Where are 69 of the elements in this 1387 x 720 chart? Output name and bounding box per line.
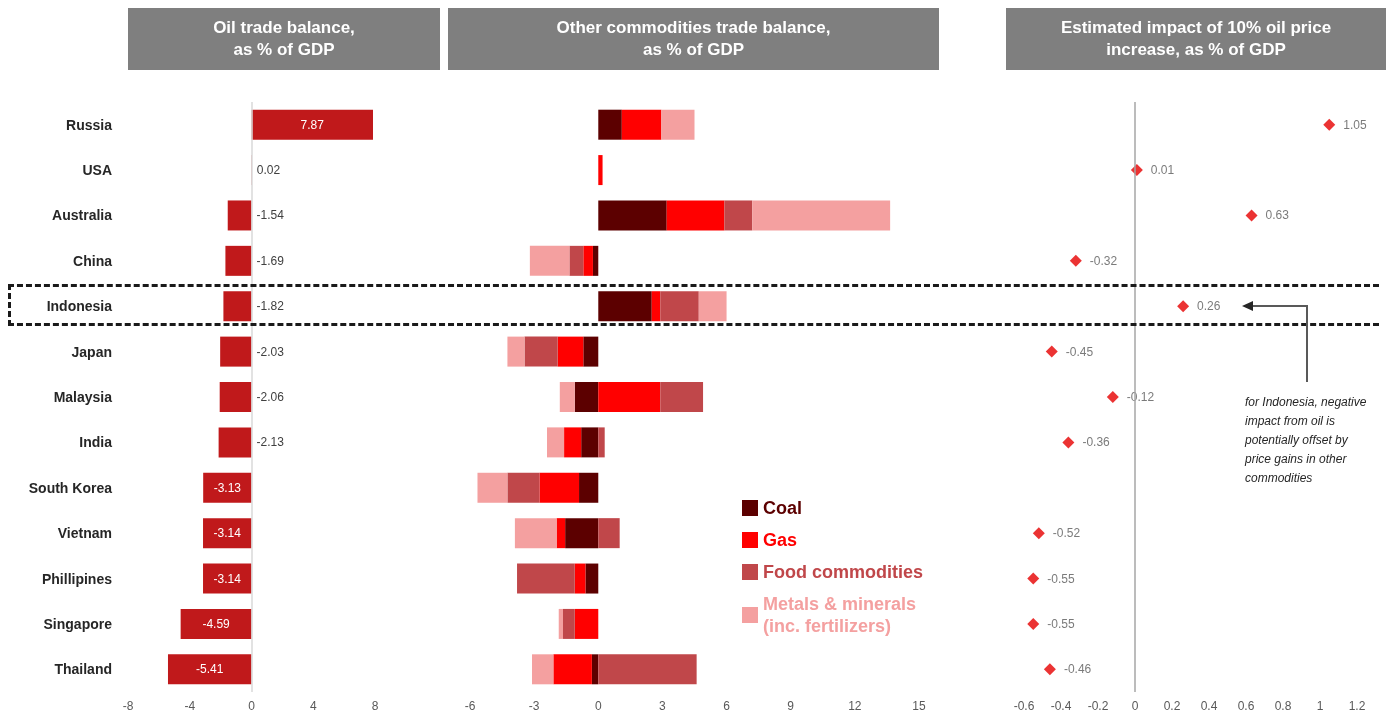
data-label: -3.13: [213, 480, 242, 495]
x-tick-label: -0.4: [1050, 699, 1072, 713]
data-label: 0.02: [256, 163, 281, 178]
y-tick-label: Indonesia: [46, 298, 113, 315]
x-tick-label: -0.2: [1087, 699, 1109, 713]
data-label: -0.36: [1082, 435, 1111, 450]
y-tick-label: Phillipines: [41, 570, 113, 587]
legend-label: Food commodities: [763, 562, 924, 582]
chart-title: Other commodities trade balance, as % of GDP: [555, 17, 832, 61]
data-label: -2.13: [256, 435, 285, 450]
y-tick-label: Thailand: [54, 661, 112, 678]
data-label: -3.14: [213, 571, 242, 586]
x-tick-label: 0.2: [1163, 699, 1181, 713]
data-label: -3.14: [213, 526, 242, 541]
x-tick-label: 3: [659, 699, 667, 713]
y-tick-label: China: [73, 252, 113, 269]
data-label: -0.55: [1047, 571, 1075, 586]
x-tick-label: 0: [594, 699, 602, 713]
data-label: -1.82: [256, 299, 285, 314]
x-tick-label: 9: [787, 699, 795, 713]
data-label: 0.26: [1197, 299, 1221, 314]
y-tick-label: Japan: [71, 343, 112, 360]
x-tick-label: -3: [528, 699, 540, 713]
x-tick-label: 8: [371, 699, 379, 713]
data-label: -0.32: [1089, 253, 1118, 268]
x-tick-label: 1: [1316, 699, 1324, 713]
data-label: -0.45: [1065, 344, 1094, 359]
x-tick-label: -8: [122, 699, 134, 713]
x-tick-label: -4: [184, 699, 196, 713]
data-label: -1.69: [256, 253, 285, 268]
annotation: for Indonesia, negative impact from oil is potentially offset by price gains in other commodities: [1245, 394, 1368, 487]
data-label: -2.03: [256, 344, 285, 359]
data-label: -0.52: [1052, 526, 1081, 541]
x-tick-label: 4: [309, 699, 317, 713]
data-label: 1.05: [1343, 117, 1367, 132]
x-tick-label: 1.2: [1348, 699, 1366, 713]
data-label: -4.59: [202, 616, 231, 631]
data-label: -0.46: [1063, 662, 1092, 677]
y-tick-label: USA: [82, 162, 112, 179]
x-tick-label: 0: [1131, 699, 1139, 713]
chart-title: Oil trade balance, as % of GDP: [212, 17, 356, 61]
legend-label: Metals & minerals (inc. fertilizers): [763, 594, 922, 636]
x-tick-label: 12: [848, 699, 862, 713]
y-tick-label: Australia: [52, 207, 113, 224]
x-tick-label: 0.8: [1274, 699, 1292, 713]
y-tick-label: Russia: [66, 116, 113, 133]
data-label: 7.87: [300, 117, 325, 132]
data-label: 0.01: [1150, 163, 1175, 178]
x-tick-label: 0.4: [1200, 699, 1218, 713]
x-tick-label: 0: [248, 699, 256, 713]
x-tick-label: -0.6: [1013, 699, 1035, 713]
data-label: -2.06: [256, 390, 285, 404]
x-tick-label: 0.6: [1237, 699, 1255, 713]
y-tick-label: India: [79, 434, 113, 451]
data-label: 0.63: [1265, 208, 1290, 223]
y-tick-label: South Korea: [28, 479, 113, 496]
data-label: -5.41: [196, 662, 224, 677]
legend-label: Gas: [763, 530, 798, 550]
y-tick-label: Malaysia: [53, 389, 113, 405]
x-tick-label: -6: [464, 699, 476, 713]
x-tick-label: 6: [723, 699, 731, 713]
data-label: -0.55: [1047, 616, 1075, 631]
y-tick-label: Vietnam: [57, 525, 112, 542]
legend-label: Coal: [763, 498, 803, 518]
chart-title: Estimated impact of 10% oil price increase, as % of GDP: [1059, 17, 1333, 61]
x-tick-label: 15: [912, 699, 926, 713]
data-label: -1.54: [256, 208, 285, 223]
data-label: -0.12: [1126, 390, 1155, 404]
y-tick-label: Singapore: [43, 615, 113, 632]
